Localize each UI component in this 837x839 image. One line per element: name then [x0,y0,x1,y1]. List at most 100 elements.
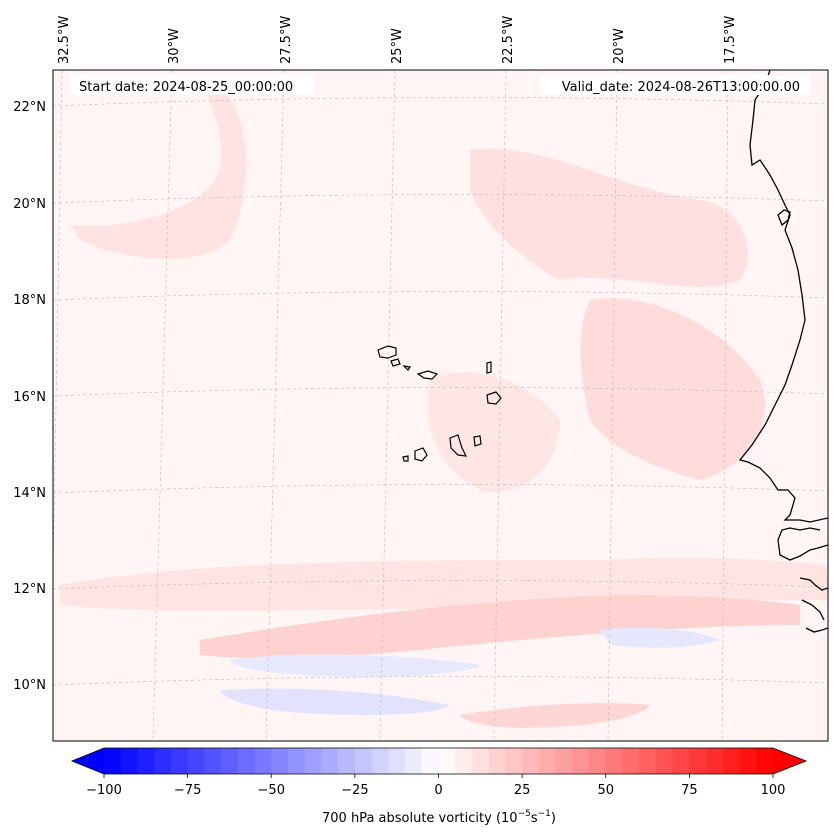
gridline-lon-27-5W [265,70,285,741]
lat-label-16N: 16°N [13,390,46,405]
colorbar-segment [689,748,707,774]
colorbar-segment [589,748,607,774]
colorbar-high-extend [773,748,806,774]
vorticity-band-south-2 [200,595,800,659]
vorticity-field [60,80,828,728]
colorbar-segment [237,748,256,774]
coastline-island-dakar [777,209,791,227]
colorbar-segment [538,748,557,774]
gridline-lat-22N [53,97,828,107]
colorbar-segment [438,748,456,774]
colorbar-segment [605,748,624,774]
colorbar-segment [170,748,189,774]
colorbar-segment [706,748,724,774]
valid-date-box [540,75,810,95]
gridline-lat-16N [53,387,828,397]
colorbar-segment [672,748,690,774]
colorbar-label: 700 hPa absolute vorticity (10−5s−1) [322,809,556,826]
map-panel [53,70,828,741]
colorbar-segment [321,748,339,774]
start-date-box [70,75,315,95]
coastline-senegal-south [777,527,828,561]
colorbar-tick-label: −100 [86,783,122,798]
colorbar-segment [187,748,205,774]
lon-label-20W: 20°W [612,28,627,64]
lon-label-30W: 30°W [167,28,182,64]
colorbar-segment [287,748,306,774]
lat-label-14N: 14°N [13,486,46,501]
colorbar-segment [756,748,774,774]
lon-labels: 32.5°W 30°W 27.5°W 25°W 22.5°W 20°W 17.5… [57,16,738,64]
colorbar-segment [455,748,473,774]
colorbar-segment [271,748,289,774]
colorbar-segment [622,748,640,774]
colorbar-tick-label: 100 [761,783,786,798]
lat-label-12N: 12°N [13,582,46,597]
gridline-lon-17-5W [721,70,729,741]
colorbar-segment [154,748,172,774]
colorbar-segment [204,748,222,774]
lat-label-20N: 20°N [13,197,46,212]
vorticity-negative-band-1 [230,654,480,677]
island-brava [402,455,409,462]
colorbar-tick-label: −50 [258,783,285,798]
colorbar-segment [522,748,540,774]
gridline-lon-25W [379,70,396,741]
colorbar-tick-label: −75 [174,783,201,798]
gridline-lon-22-5W [493,70,507,741]
gridlines [53,70,828,741]
gridline-lat-20N [53,194,828,204]
island-sao-vicente [390,358,401,367]
colorbar-segment [354,748,373,774]
colorbar-segment [505,748,523,774]
colorbar-segment [488,748,507,774]
colorbar-segment [338,748,356,774]
island-santa-luzia [402,365,412,371]
colorbar-segment [221,748,239,774]
lon-label-25W: 25°W [390,28,405,64]
vorticity-positive-band-south-3 [460,703,650,728]
colorbar-segment [254,748,272,774]
coastline-guinea-bissau [799,577,828,633]
island-santo-antao [377,345,397,359]
colorbar-tick-label: 0 [434,783,442,798]
colorbar-segment [137,748,155,774]
colorbar-tick-label: 25 [514,783,531,798]
lon-label-32-5W: 32.5°W [57,16,72,64]
colorbar-segment [405,748,423,774]
vorticity-positive-band-central [427,372,560,492]
lon-label-22-5W: 22.5°W [501,16,516,64]
colorbar-segment [304,748,323,774]
vorticity-negative-band-3 [600,628,720,648]
gridline-lat-18N [53,291,828,301]
colorbar-segment [555,748,573,774]
colorbar-segment [371,748,389,774]
colorbar-segments [104,748,774,774]
vorticity-positive-band-ne [470,148,748,288]
colorbar-segment [471,748,490,774]
colorbar-segment [639,748,657,774]
colorbar-segment [739,748,757,774]
colorbar-segment [388,748,406,774]
cape-verde-islands [377,345,502,462]
lat-label-10N: 10°N [13,678,46,693]
map-frame [52,69,829,742]
island-santiago [449,434,468,457]
island-sal [486,361,492,374]
island-boa-vista [486,391,502,405]
gridline-lon-20W [607,70,618,741]
lon-label-27-5W: 27.5°W [279,16,294,64]
vorticity-positive-band-north [70,80,247,259]
gridline-lat-14N [53,484,828,494]
gridline-lat-12N [53,580,828,590]
coastline-africa [738,70,828,523]
colorbar-low-extend [72,748,104,774]
vorticity-positive-band-east [580,298,766,480]
vorticity-negative-band-2 [220,688,450,716]
colorbar-tick-label: 50 [597,783,614,798]
island-fogo [414,447,428,462]
coastline [738,70,828,633]
lat-labels: 22°N 20°N 18°N 16°N 14°N 12°N 10°N [13,100,46,693]
colorbar-segment [120,748,139,774]
